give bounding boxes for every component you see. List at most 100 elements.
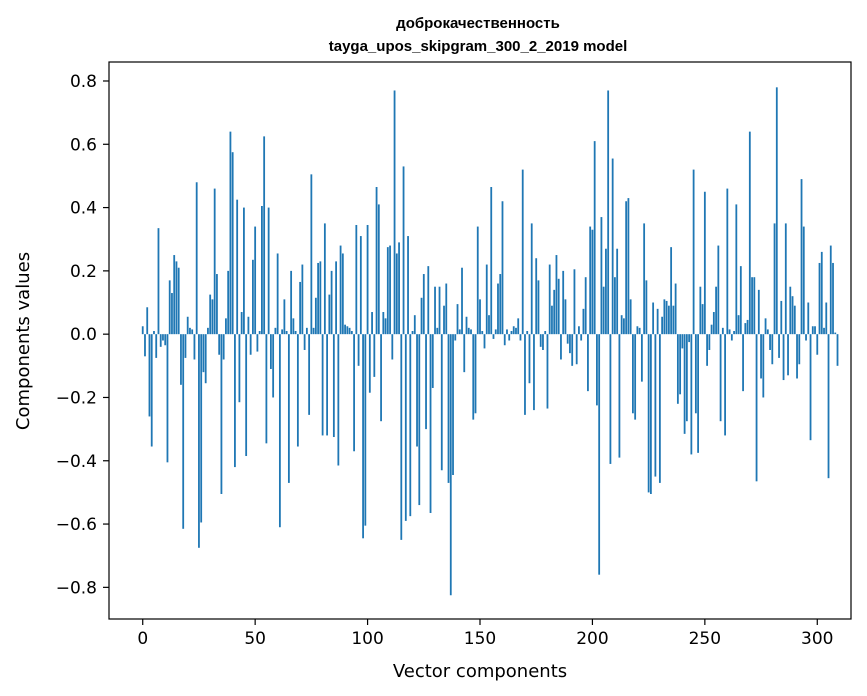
- chart-subtitle: tayga_upos_skipgram_300_2_2019 model: [329, 38, 628, 55]
- bar-222: [640, 334, 643, 382]
- bar-192: [573, 269, 576, 335]
- bar-14: [173, 255, 176, 335]
- bar-207: [607, 90, 610, 335]
- bar-37: [225, 318, 227, 335]
- bar-47: [247, 316, 250, 335]
- bar-172: [528, 334, 531, 384]
- bar-220: [636, 326, 639, 335]
- x-tick-label: 100: [351, 629, 383, 649]
- bar-285: [782, 334, 785, 381]
- bar-307: [832, 262, 834, 335]
- bar-210: [614, 277, 616, 335]
- bar-28: [204, 334, 207, 384]
- bar-229: [656, 308, 659, 335]
- bar-72: [303, 334, 306, 350]
- bar-142: [461, 267, 463, 335]
- bar-31: [211, 299, 214, 335]
- x-axis-ticks: 0 50 100 150 200 250 300: [137, 619, 833, 649]
- bar-290: [793, 305, 796, 335]
- bar-194: [578, 326, 580, 335]
- bar-138: [452, 334, 454, 475]
- x-tick-label: 250: [689, 629, 721, 649]
- bar-146: [470, 329, 472, 335]
- bar-60: [276, 253, 279, 335]
- bar-123: [418, 334, 421, 506]
- bar-246: [694, 334, 697, 414]
- bar-74: [308, 334, 311, 415]
- x-tick-label: 50: [244, 629, 266, 649]
- bar-62: [281, 329, 284, 335]
- y-axis-label: Components values: [13, 252, 34, 430]
- bar-80: [321, 334, 324, 436]
- bar-175: [535, 258, 538, 335]
- bar-165: [512, 326, 515, 335]
- x-tick-label: 200: [576, 629, 608, 649]
- bar-78: [317, 262, 320, 335]
- bar-152: [483, 334, 486, 349]
- bar-189: [566, 334, 569, 344]
- bar-231: [661, 316, 664, 335]
- bar-113: [395, 253, 398, 335]
- y-tick-label: 0.2: [70, 262, 97, 282]
- y-tick-label: 0.0: [70, 325, 97, 345]
- bar-215: [625, 201, 628, 335]
- bar-268: [744, 323, 747, 335]
- bar-252: [708, 334, 711, 350]
- bar-118: [407, 236, 409, 335]
- bar-168: [519, 334, 522, 341]
- bar-26: [200, 334, 203, 523]
- bar-190: [569, 334, 571, 354]
- bar-90: [344, 324, 346, 335]
- bar-71: [301, 264, 304, 335]
- bar-181: [548, 264, 551, 335]
- bar-184: [555, 255, 558, 335]
- bar-185: [557, 278, 560, 335]
- bar-95: [355, 224, 358, 335]
- bar-107: [382, 312, 385, 335]
- bar-167: [517, 318, 520, 335]
- bar-270: [748, 131, 751, 335]
- bar-81: [323, 223, 326, 335]
- bar-136: [447, 334, 450, 483]
- bar-163: [508, 334, 511, 341]
- bar-55: [265, 334, 268, 444]
- bar-204: [600, 217, 603, 335]
- bar-117: [404, 334, 407, 521]
- bar-164: [510, 331, 513, 335]
- bar-111: [391, 334, 394, 360]
- bar-217: [629, 299, 632, 335]
- bar-97: [359, 236, 362, 335]
- bar-149: [476, 226, 479, 335]
- bar-8: [159, 334, 162, 347]
- bar-29: [207, 327, 209, 335]
- bar-91: [346, 326, 349, 335]
- bar-258: [721, 327, 724, 335]
- bar-148: [474, 334, 477, 414]
- bar-153: [485, 264, 488, 335]
- bar-30: [209, 294, 212, 335]
- bar-174: [533, 334, 535, 411]
- x-tick-label: 300: [801, 629, 833, 649]
- bar-66: [290, 270, 293, 335]
- bar-44: [240, 312, 243, 335]
- bar-237: [674, 283, 677, 335]
- bar-169: [521, 169, 524, 335]
- bar-145: [467, 327, 470, 335]
- bar-227: [652, 302, 655, 335]
- bar-1: [144, 334, 146, 357]
- bar-304: [825, 302, 828, 335]
- bar-264: [735, 204, 738, 335]
- bar-302: [820, 251, 823, 335]
- bar-287: [787, 334, 789, 376]
- bar-115: [400, 334, 403, 540]
- bar-105: [377, 204, 380, 335]
- bar-40: [231, 152, 234, 335]
- bar-195: [580, 334, 583, 341]
- bar-236: [672, 305, 675, 335]
- bar-257: [719, 334, 722, 422]
- bar-159: [499, 274, 502, 335]
- bar-108: [384, 318, 387, 335]
- bar-254: [712, 312, 715, 335]
- bar-305: [827, 334, 830, 479]
- bar-70: [299, 281, 302, 335]
